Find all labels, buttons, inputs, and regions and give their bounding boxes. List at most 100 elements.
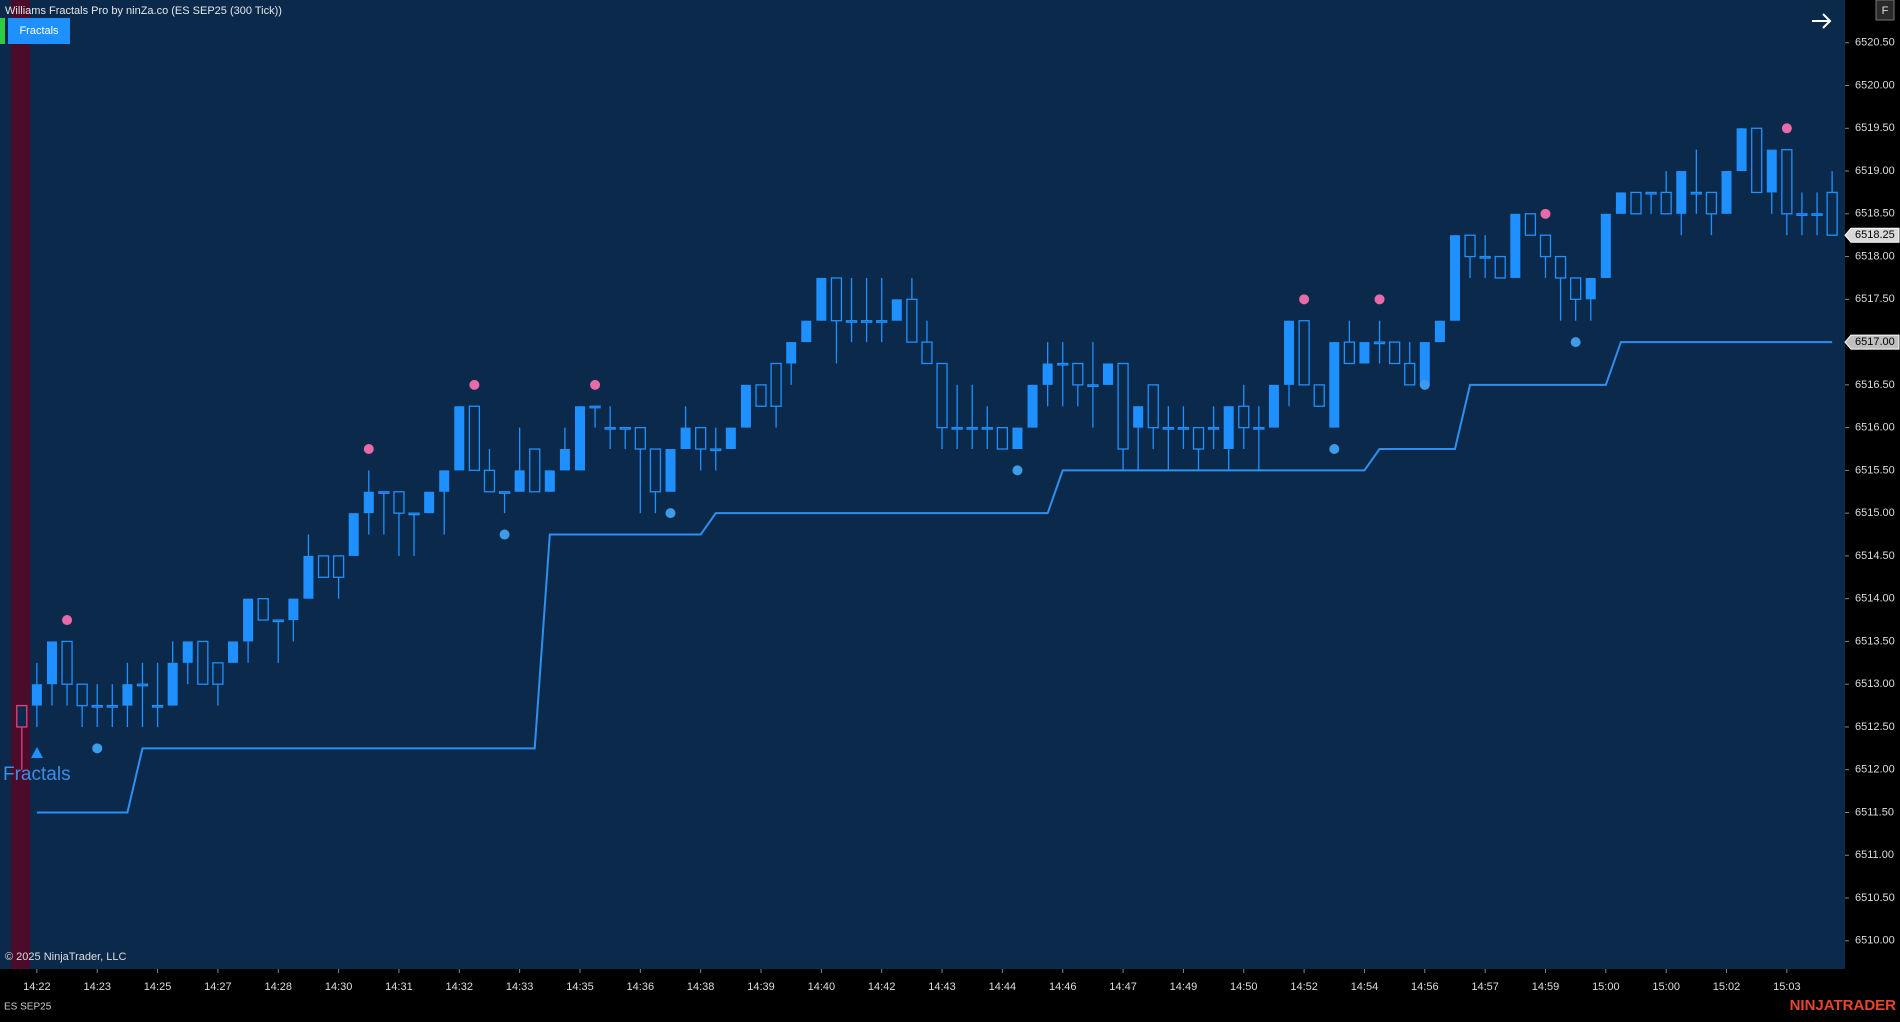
candle-body — [332, 555, 345, 578]
candle-body — [136, 683, 149, 687]
fractal-dot — [590, 379, 601, 390]
candle-body — [483, 469, 496, 493]
x-tick-label: 14:42 — [868, 981, 896, 993]
y-tick-label: 6513.50 — [1855, 635, 1895, 647]
candle-body — [1253, 426, 1265, 430]
panel-button-label[interactable]: F — [1882, 5, 1889, 17]
candle-body — [91, 704, 103, 708]
candle-body — [816, 277, 827, 321]
candle-body — [1464, 234, 1476, 258]
annotation: Fractals — [3, 764, 71, 785]
y-tick-label: 6512.50 — [1855, 721, 1895, 733]
indicator-button[interactable] — [8, 18, 70, 44]
x-tick-label: 14:54 — [1351, 981, 1379, 993]
x-tick-label: 15:02 — [1713, 981, 1741, 993]
candle-body — [424, 491, 435, 514]
x-tick-label: 14:56 — [1411, 981, 1439, 993]
x-tick-label: 14:46 — [1049, 981, 1077, 993]
candle-body — [167, 662, 178, 706]
candle-body — [272, 619, 284, 623]
candle-body — [1796, 213, 1808, 216]
candle-body — [830, 277, 843, 322]
candle-body — [378, 491, 390, 494]
indicator-button-label[interactable]: Fractals — [19, 25, 59, 37]
candle-body — [845, 320, 858, 323]
candle-body — [966, 426, 978, 430]
candle-body — [106, 704, 118, 708]
candle-body — [1676, 171, 1687, 214]
candle-body — [1781, 149, 1793, 215]
x-tick-label: 14:47 — [1109, 981, 1137, 993]
candle-body — [122, 684, 133, 706]
candle-body — [1207, 426, 1220, 430]
fractal-dot — [1781, 123, 1792, 134]
candle-body — [46, 641, 57, 685]
fractal-dot — [1299, 294, 1310, 305]
candle-body — [76, 683, 88, 707]
candle-body — [1811, 213, 1823, 216]
fractal-dot — [62, 615, 73, 626]
x-tick-label: 14:39 — [747, 981, 775, 993]
candle-body — [468, 405, 481, 472]
panel-button[interactable] — [1875, 0, 1895, 21]
candle-body — [317, 555, 330, 578]
candle-body — [393, 491, 405, 514]
y-tick-label: 6520.50 — [1855, 37, 1895, 49]
price-marker-label: 6517.00 — [1855, 336, 1895, 348]
candle-body — [740, 384, 751, 428]
instrument: ES SEP25 — [4, 1002, 52, 1013]
candle-body — [61, 640, 73, 685]
candle-body — [1177, 426, 1190, 430]
candle-body — [1510, 213, 1521, 278]
fractal-dot — [1012, 465, 1023, 476]
fractal-dot — [92, 743, 103, 754]
y-tick-label: 6512.00 — [1855, 764, 1895, 776]
candle-body — [439, 470, 450, 492]
x-tick-label: 14:25 — [144, 981, 172, 993]
time-axis-area — [0, 969, 1900, 1017]
candle-body — [1479, 255, 1491, 259]
candle-body — [770, 362, 782, 407]
candle-body — [665, 449, 676, 492]
candle-body — [1570, 277, 1582, 300]
plot-background — [0, 0, 1845, 969]
candle-body — [725, 427, 736, 450]
candle-body — [1751, 127, 1763, 194]
x-tick-label: 14:43 — [928, 981, 956, 993]
candle-body — [1585, 277, 1596, 300]
candle-body — [1147, 384, 1159, 429]
y-tick-label: 6520.00 — [1855, 79, 1895, 91]
candle-body — [1012, 427, 1023, 450]
x-tick-label: 14:49 — [1170, 981, 1198, 993]
candle-body — [1539, 234, 1552, 258]
y-tick-label: 6510.00 — [1855, 935, 1895, 947]
copyright: © 2025 NinjaTrader, LLC — [5, 951, 126, 963]
fractal-dot — [499, 529, 510, 540]
candle-body — [996, 426, 1009, 450]
y-tick-label: 6511.00 — [1855, 849, 1894, 861]
x-tick-label: 14:31 — [385, 981, 413, 993]
y-tick-label: 6518.50 — [1855, 208, 1895, 220]
candle-body — [514, 470, 525, 492]
fractal-dot — [1540, 208, 1551, 219]
y-tick-label: 6517.50 — [1855, 293, 1895, 305]
candle-body — [860, 320, 873, 323]
candle-body — [1600, 213, 1611, 278]
candle-body — [243, 598, 254, 642]
candle-body — [921, 341, 933, 365]
candle-body — [1133, 406, 1144, 428]
candle-body — [1057, 362, 1069, 366]
fractal-dot — [363, 444, 374, 455]
candle-body — [348, 513, 359, 556]
price-marker-label: 6518.25 — [1855, 229, 1895, 241]
y-tick-label: 6513.00 — [1855, 678, 1895, 690]
candle-body — [1087, 384, 1099, 388]
candle-body — [363, 491, 374, 514]
x-tick-label: 14:50 — [1230, 981, 1258, 993]
x-tick-label: 14:23 — [83, 981, 111, 993]
candle-body — [1630, 191, 1642, 215]
y-tick-label: 6516.00 — [1855, 422, 1895, 434]
candle-body — [634, 426, 646, 450]
indicator-tab — [0, 18, 5, 44]
arrow-icon[interactable] — [1812, 13, 1832, 29]
